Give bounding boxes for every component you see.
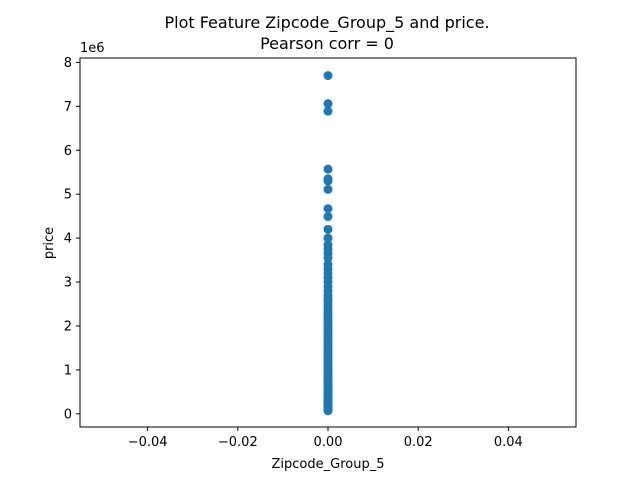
x-tick-label: −0.02 bbox=[218, 435, 258, 450]
plot-area bbox=[323, 71, 333, 416]
x-tick-label: 0.00 bbox=[314, 435, 343, 450]
y-tick-label: 6 bbox=[64, 144, 72, 159]
scatter-point bbox=[323, 164, 333, 174]
scatter-point bbox=[323, 224, 333, 234]
y-offset-label: 1e6 bbox=[80, 41, 105, 56]
scatter-point bbox=[323, 71, 333, 81]
chart-title-line-2: Pearson corr = 0 bbox=[260, 34, 394, 53]
x-axis-label: Zipcode_Group_5 bbox=[272, 457, 385, 472]
y-tick-label: 4 bbox=[64, 232, 72, 247]
y-tick-label: 7 bbox=[64, 100, 72, 115]
scatter-point bbox=[323, 233, 333, 243]
scatter-point bbox=[323, 406, 333, 416]
x-axis: −0.04 −0.02 0.00 0.02 0.04 bbox=[128, 427, 523, 450]
y-tick-label: 2 bbox=[64, 319, 72, 334]
scatter-point bbox=[323, 204, 333, 214]
y-tick-label: 1 bbox=[64, 363, 72, 378]
x-tick-label: −0.04 bbox=[128, 435, 168, 450]
scatter-point bbox=[323, 106, 333, 116]
y-tick-label: 8 bbox=[64, 56, 72, 71]
y-tick-label: 0 bbox=[64, 407, 72, 422]
x-tick-label: 0.02 bbox=[404, 435, 433, 450]
x-tick-label: 0.04 bbox=[494, 435, 523, 450]
y-tick-label: 5 bbox=[64, 188, 72, 203]
y-tick-label: 3 bbox=[64, 276, 72, 291]
scatter-point bbox=[323, 99, 333, 109]
scatter-point bbox=[323, 176, 333, 186]
scatter-point bbox=[323, 184, 333, 194]
scatter-point bbox=[323, 253, 333, 263]
y-axis: 0 1 2 3 4 5 6 7 8 bbox=[64, 56, 80, 422]
y-axis-label: price bbox=[42, 227, 57, 259]
scatter-point bbox=[323, 212, 333, 222]
chart-title-line-1: Plot Feature Zipcode_Group_5 and price. bbox=[164, 13, 489, 33]
